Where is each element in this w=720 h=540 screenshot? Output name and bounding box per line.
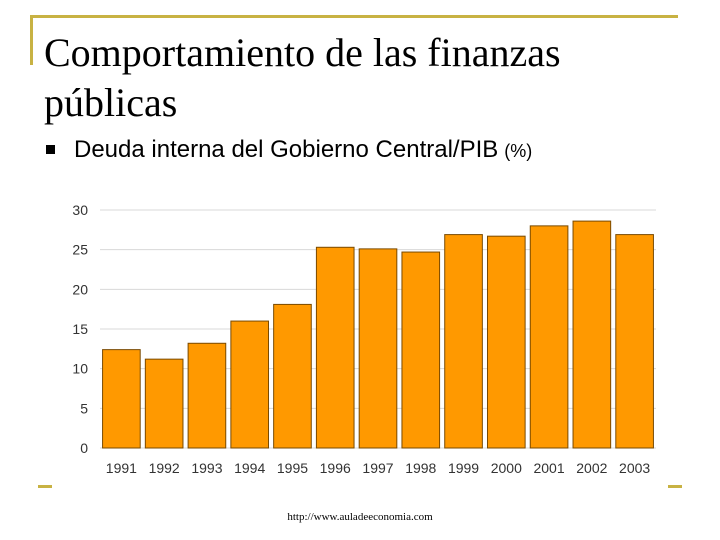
x-tick-label: 1992 bbox=[149, 460, 180, 476]
bar bbox=[230, 320, 270, 449]
chart-svg: 0 5 10 15 20 25 30 1991 1992 1993 1994 1995 1996 1997… bbox=[72, 202, 656, 476]
x-tick-label: 1997 bbox=[362, 460, 393, 476]
bullet-item: Deuda interna del Gobierno Central/PIB (… bbox=[46, 136, 532, 164]
x-tick-label: 1993 bbox=[191, 460, 222, 476]
bar bbox=[144, 358, 184, 449]
bar bbox=[615, 234, 654, 449]
bullet-unit: (%) bbox=[504, 141, 533, 161]
x-tick-label: 2002 bbox=[576, 460, 607, 476]
bar bbox=[187, 342, 227, 449]
frame-bottom-left-rule bbox=[38, 485, 52, 488]
bar bbox=[572, 220, 612, 449]
x-tick-label: 1995 bbox=[277, 460, 308, 476]
bullet-square-icon bbox=[46, 145, 55, 154]
x-tick-label: 1999 bbox=[448, 460, 479, 476]
frame-left-rule bbox=[30, 15, 33, 65]
y-tick-label: 25 bbox=[72, 242, 88, 258]
x-tick-label: 1991 bbox=[106, 460, 137, 476]
y-tick-label: 15 bbox=[72, 321, 88, 337]
y-tick-label: 30 bbox=[72, 202, 88, 218]
frame-bottom-right-rule bbox=[668, 485, 682, 488]
footer-url: http://www.auladeeconomia.com bbox=[287, 511, 433, 523]
slide-title: Comportamiento de las finanzas públicas bbox=[44, 30, 561, 125]
debt-bar-chart: 0 5 10 15 20 25 30 1991 1992 1993 1994 1995 1996 1997… bbox=[48, 194, 668, 490]
y-tick-label: 10 bbox=[72, 361, 88, 377]
bar bbox=[273, 303, 312, 449]
x-tick-label: 1996 bbox=[320, 460, 351, 476]
x-tick-label: 2000 bbox=[491, 460, 522, 476]
bar bbox=[401, 251, 441, 449]
bar bbox=[358, 248, 398, 449]
bar bbox=[102, 349, 141, 449]
y-tick-label: 20 bbox=[72, 281, 88, 297]
y-tick-label: 0 bbox=[80, 440, 88, 456]
x-tick-label: 1994 bbox=[234, 460, 265, 476]
bar bbox=[529, 225, 569, 449]
bullet-text: Deuda interna del Gobierno Central/PIB bbox=[74, 136, 499, 163]
frame-top-rule bbox=[30, 15, 678, 18]
x-tick-label: 1998 bbox=[405, 460, 436, 476]
bar bbox=[444, 234, 483, 449]
bar bbox=[486, 235, 526, 449]
x-tick-label: 2001 bbox=[533, 460, 564, 476]
bar bbox=[315, 246, 355, 449]
x-tick-label: 2003 bbox=[619, 460, 650, 476]
y-tick-label: 5 bbox=[80, 400, 88, 416]
